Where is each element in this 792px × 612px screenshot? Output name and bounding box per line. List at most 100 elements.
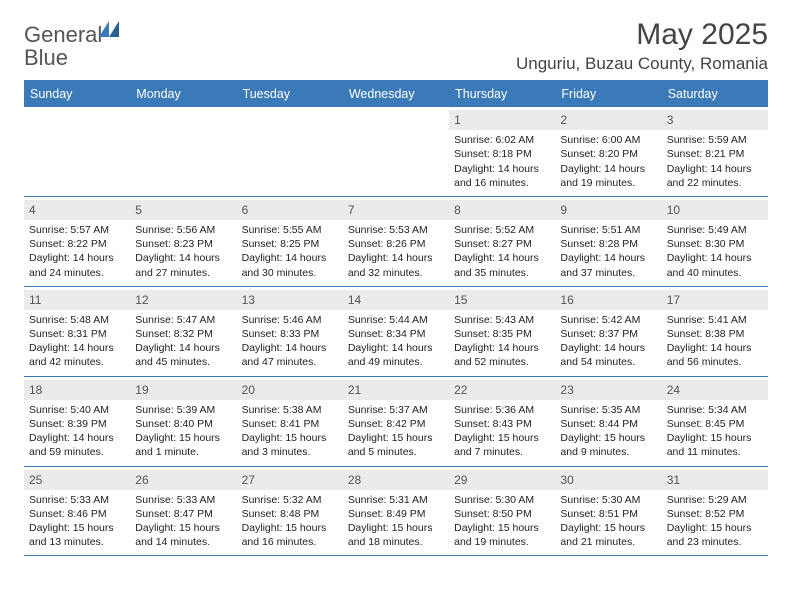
sunset-text: Sunset: 8:33 PM: [242, 327, 338, 341]
sunrise-text: Sunrise: 5:43 AM: [454, 313, 550, 327]
day-number: 7: [348, 203, 355, 217]
sunrise-text: Sunrise: 5:49 AM: [667, 223, 763, 237]
day-cell: 30Sunrise: 5:30 AMSunset: 8:51 PMDayligh…: [555, 467, 661, 556]
day-cell: [237, 107, 343, 196]
daylight-text: Daylight: 15 hours and 16 minutes.: [242, 521, 338, 549]
daylight-text: Daylight: 15 hours and 9 minutes.: [560, 431, 656, 459]
day-number: 24: [667, 383, 680, 397]
day-number: 2: [560, 113, 567, 127]
month-title: May 2025: [516, 18, 768, 52]
day-number: 12: [135, 293, 148, 307]
sunrise-text: Sunrise: 5:30 AM: [560, 493, 656, 507]
day-number: 18: [29, 383, 42, 397]
sunrise-text: Sunrise: 5:47 AM: [135, 313, 231, 327]
day-number: 22: [454, 383, 467, 397]
sunset-text: Sunset: 8:52 PM: [667, 507, 763, 521]
sunset-text: Sunset: 8:48 PM: [242, 507, 338, 521]
daylight-text: Daylight: 15 hours and 13 minutes.: [29, 521, 125, 549]
day-number-bar: 6: [237, 200, 343, 220]
sunrise-text: Sunrise: 5:37 AM: [348, 403, 444, 417]
day-cell: 25 Sunrise: 5:33 AMSunset: 8:46 PMDayligh…: [24, 467, 130, 556]
day-number: 30: [560, 473, 573, 487]
day-cell: 19Sunrise: 5:39 AMSunset: 8:40 PMDayligh…: [130, 377, 236, 466]
weekday-sat: Saturday: [662, 82, 768, 107]
day-number: 4: [29, 203, 36, 217]
day-cell: 7Sunrise: 5:53 AMSunset: 8:26 PMDaylight…: [343, 197, 449, 286]
day-number: 3: [667, 113, 674, 127]
sunset-text: Sunset: 8:41 PM: [242, 417, 338, 431]
daylight-text: Daylight: 14 hours and 27 minutes.: [135, 251, 231, 279]
day-cell: 4Sunrise: 5:57 AMSunset: 8:22 PMDaylight…: [24, 197, 130, 286]
day-number: 6: [242, 203, 249, 217]
day-cell: 27 Sunrise: 5:32 AMSunset: 8:48 PMDayligh…: [237, 467, 343, 556]
sunrise-text: Sunrise: 5:44 AM: [348, 313, 444, 327]
daylight-text: Daylight: 14 hours and 22 minutes.: [667, 162, 763, 190]
daylight-text: Daylight: 14 hours and 49 minutes.: [348, 341, 444, 369]
weekday-wed: Wednesday: [343, 82, 449, 107]
day-number-bar: 25: [24, 470, 130, 490]
day-number-bar: 24: [662, 380, 768, 400]
day-number-bar: 31: [662, 470, 768, 490]
sunset-text: Sunset: 8:46 PM: [29, 507, 125, 521]
daylight-text: Daylight: 14 hours and 42 minutes.: [29, 341, 125, 369]
sunrise-text: Sunrise: 5:42 AM: [560, 313, 656, 327]
day-number-bar: 1: [449, 110, 555, 130]
day-number-bar: 15: [449, 290, 555, 310]
sunrise-text: Sunrise: 5:57 AM: [29, 223, 125, 237]
sunset-text: Sunset: 8:40 PM: [135, 417, 231, 431]
sunrise-text: Sunrise: 5:51 AM: [560, 223, 656, 237]
day-number-bar: 18: [24, 380, 130, 400]
daylight-text: Daylight: 15 hours and 19 minutes.: [454, 521, 550, 549]
calendar: Sunday Monday Tuesday Wednesday Thursday…: [24, 80, 768, 556]
sunset-text: Sunset: 8:21 PM: [667, 147, 763, 161]
day-number: 13: [242, 293, 255, 307]
brand-word1: General: [24, 22, 102, 47]
day-cell: 24Sunrise: 5:34 AMSunset: 8:45 PMDayligh…: [662, 377, 768, 466]
weekday-thu: Thursday: [449, 82, 555, 107]
day-cell: 26Sunrise: 5:33 AMSunset: 8:47 PMDayligh…: [130, 467, 236, 556]
daylight-text: Daylight: 15 hours and 23 minutes.: [667, 521, 763, 549]
day-number: 1: [454, 113, 461, 127]
day-number-bar: 9: [555, 200, 661, 220]
daylight-text: Daylight: 14 hours and 37 minutes.: [560, 251, 656, 279]
day-cell: 8Sunrise: 5:52 AMSunset: 8:27 PMDaylight…: [449, 197, 555, 286]
day-number-bar: 11: [24, 290, 130, 310]
day-cell: 17Sunrise: 5:41 AMSunset: 8:38 PMDayligh…: [662, 287, 768, 376]
day-number-bar: 12: [130, 290, 236, 310]
day-cell: 28Sunrise: 5:31 AMSunset: 8:49 PMDayligh…: [343, 467, 449, 556]
week-row: 4Sunrise: 5:57 AMSunset: 8:22 PMDaylight…: [24, 197, 768, 287]
sunrise-text: Sunrise: 5:31 AM: [348, 493, 444, 507]
daylight-text: Daylight: 15 hours and 7 minutes.: [454, 431, 550, 459]
day-number-bar: 28: [343, 470, 449, 490]
day-number-bar: 10: [662, 200, 768, 220]
sunset-text: Sunset: 8:26 PM: [348, 237, 444, 251]
sunrise-text: Sunrise: 5:32 AM: [242, 493, 338, 507]
sunset-text: Sunset: 8:31 PM: [29, 327, 125, 341]
day-number: 9: [560, 203, 567, 217]
daylight-text: Daylight: 14 hours and 56 minutes.: [667, 341, 763, 369]
day-number: 8: [454, 203, 461, 217]
daylight-text: Daylight: 14 hours and 40 minutes.: [667, 251, 763, 279]
day-cell: 22Sunrise: 5:36 AMSunset: 8:43 PMDayligh…: [449, 377, 555, 466]
day-number-bar: 26: [130, 470, 236, 490]
day-cell: 14Sunrise: 5:44 AMSunset: 8:34 PMDayligh…: [343, 287, 449, 376]
day-number-bar: 20: [237, 380, 343, 400]
daylight-text: Daylight: 15 hours and 3 minutes.: [242, 431, 338, 459]
weekday-sun: Sunday: [24, 82, 130, 107]
sunset-text: Sunset: 8:50 PM: [454, 507, 550, 521]
day-number-bar: 23: [555, 380, 661, 400]
sunrise-text: Sunrise: 5:33 AM: [29, 493, 125, 507]
sunrise-text: Sunrise: 5:29 AM: [667, 493, 763, 507]
day-number-bar: 22: [449, 380, 555, 400]
sunset-text: Sunset: 8:30 PM: [667, 237, 763, 251]
day-number: 27: [242, 473, 255, 487]
day-cell: 31 Sunrise: 5:29 AMSunset: 8:52 PMDayligh…: [662, 467, 768, 556]
sunrise-text: Sunrise: 6:00 AM: [560, 133, 656, 147]
sunset-text: Sunset: 8:18 PM: [454, 147, 550, 161]
sunrise-text: Sunrise: 6:02 AM: [454, 133, 550, 147]
sunrise-text: Sunrise: 5:59 AM: [667, 133, 763, 147]
weekday-tue: Tuesday: [237, 82, 343, 107]
day-number-bar: 17: [662, 290, 768, 310]
day-cell: 23Sunrise: 5:35 AMSunset: 8:44 PMDayligh…: [555, 377, 661, 466]
day-cell: 20Sunrise: 5:38 AMSunset: 8:41 PMDayligh…: [237, 377, 343, 466]
